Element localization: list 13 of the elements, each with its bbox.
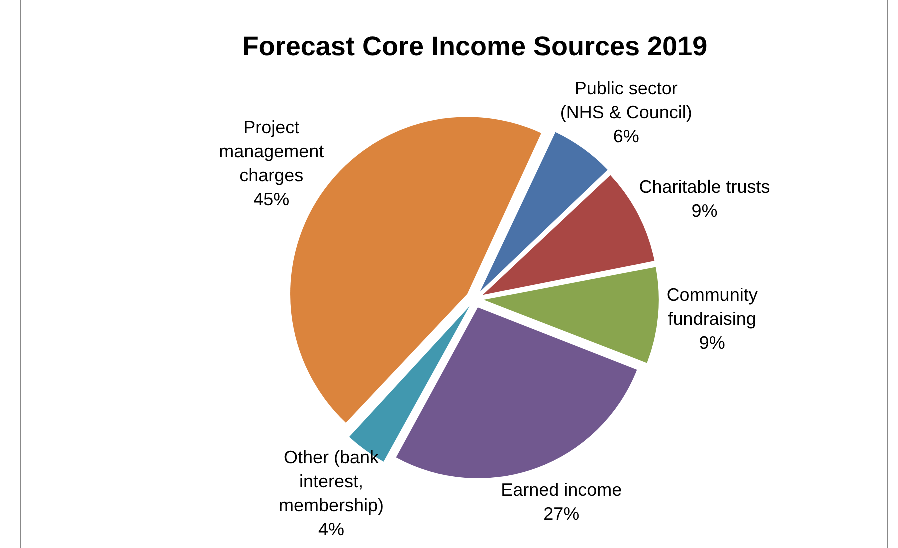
- data-label: 27%: [544, 504, 580, 524]
- data-label: 45%: [254, 190, 290, 210]
- chart-title: Forecast Core Income Sources 2019: [242, 32, 708, 62]
- slice-label: Public sector (NHS & Council): [560, 78, 692, 123]
- data-label: 4%: [318, 519, 345, 540]
- data-label: 9%: [692, 201, 718, 222]
- slice-label: Other (bank interest, membership): [278, 447, 384, 516]
- data-label: 6%: [613, 126, 640, 147]
- slice-label: Charitable trusts: [639, 177, 770, 198]
- slice-label: Earned income: [501, 480, 622, 500]
- data-label: 9%: [699, 332, 726, 353]
- slice-label: Project management charges: [219, 118, 324, 186]
- slice-label: Community fundraising: [666, 284, 758, 329]
